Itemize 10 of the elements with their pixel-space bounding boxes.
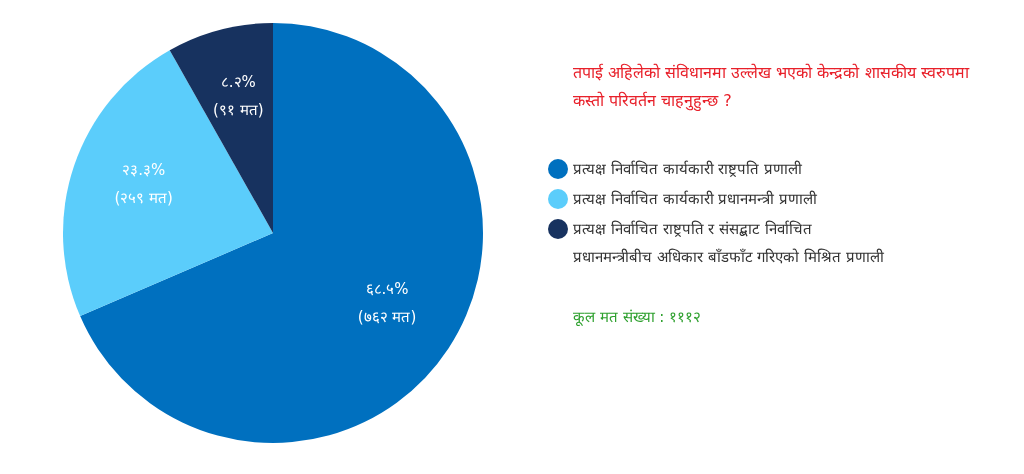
pie-slice (63, 50, 273, 317)
legend-label: प्रत्यक्ष निर्वाचित राष्ट्रपति र संसद्बाट निर्वाचित प्रधानमन्त्रीबीच अधिकार बाँडफाँट गरिएको मिश्रित प्रणाली (573, 220, 885, 266)
data-label: ८.२% (९१ मत) (213, 72, 264, 119)
data-label: २३.३% (२५९ मत) (114, 161, 173, 208)
legend-label: प्रत्यक्ष निर्वाचित कार्यकारी राष्ट्रपति प्रणाली (573, 160, 804, 178)
text: कूल मत संख्या : १११२ (573, 308, 702, 327)
text: तपाई अहिलेको संविधानमा उल्लेख भएको केन्द्रको शासकीय स्वरुपमा कस्तो परिवर्तन चाहनुहुन्छ ? (573, 63, 970, 112)
legend-label: प्रत्यक्ष निर्वाचित कार्यकारी प्रधानमन्त्री प्रणाली (573, 190, 819, 208)
data-label: ६८.५% (७६२ मत) (357, 280, 417, 327)
pie-slice (80, 23, 483, 443)
